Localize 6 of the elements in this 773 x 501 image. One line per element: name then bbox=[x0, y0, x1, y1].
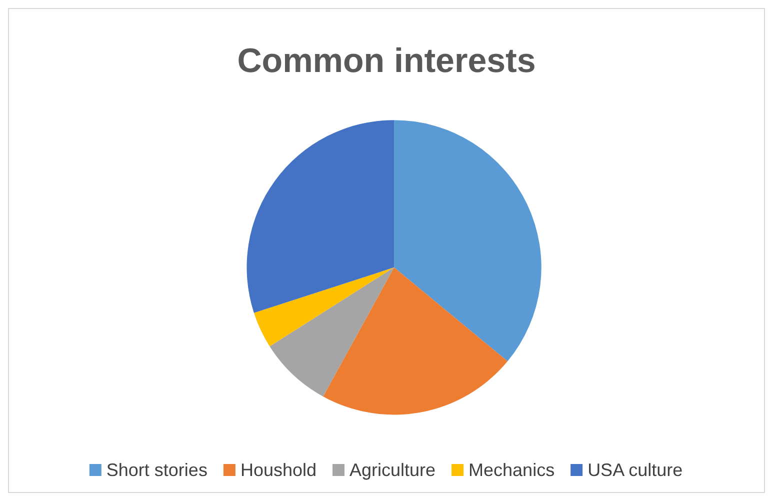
legend-label: Mechanics bbox=[468, 460, 555, 480]
legend-label: Houshold bbox=[240, 460, 316, 480]
chart-title: Common interests bbox=[237, 42, 536, 80]
legend-label: Short stories bbox=[106, 460, 208, 480]
legend-label: Agriculture bbox=[349, 460, 436, 480]
legend-label: USA culture bbox=[588, 460, 683, 480]
